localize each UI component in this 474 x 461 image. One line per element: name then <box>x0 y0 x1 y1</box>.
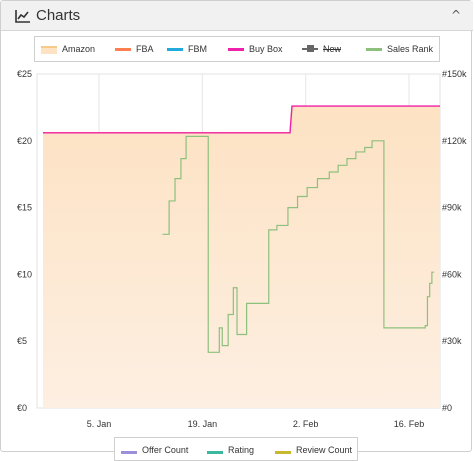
legend-swatch <box>167 48 183 51</box>
legend-label: Rating <box>228 445 255 455</box>
x-tick-label: 2. Feb <box>293 419 319 429</box>
series-sales-rank-line <box>162 135 435 353</box>
legend-marker-icon <box>307 45 314 52</box>
collapse-chevron-icon[interactable]: ^ <box>450 8 461 22</box>
y-left-tick-label: €10 <box>17 269 32 279</box>
y-right-tick-label: #90k <box>442 203 462 213</box>
legend-label: Offer Count <box>142 445 189 455</box>
chart-legend-bottom: Offer Count Rating Review Count <box>114 437 358 461</box>
charts-panel-header[interactable]: Charts ^ <box>1 1 473 31</box>
y-right-tick-label: #150k <box>442 69 467 79</box>
series-amazon-area <box>43 106 440 408</box>
legend-swatch <box>302 45 318 52</box>
y-left-tick-label: €20 <box>17 136 32 146</box>
x-tick-label: 19. Jan <box>188 419 218 429</box>
legend-label: Review Count <box>296 445 353 455</box>
legend-swatch <box>366 48 382 51</box>
y-left-tick-label: €5 <box>17 336 27 346</box>
y-right-tick-label: #120k <box>442 136 467 146</box>
y-right-tick-label: #60k <box>442 269 462 279</box>
chart-legend: Amazon FBA FBM Buy Box New Sales Rank <box>34 36 440 62</box>
legend-swatch <box>228 48 244 51</box>
panel-title: Charts <box>36 7 81 24</box>
legend-swatch <box>275 451 291 454</box>
x-tick-label: 5. Jan <box>87 419 112 429</box>
legend-label: Buy Box <box>249 44 283 54</box>
legend-swatch <box>115 48 131 51</box>
y-right-tick-label: #30k <box>442 336 462 346</box>
legend-label: FBM <box>188 44 207 54</box>
x-tick-label: 16. Feb <box>394 419 425 429</box>
legend-swatch <box>207 451 223 454</box>
series-buy-box-line <box>43 105 440 134</box>
y-right-tick-label: #0 <box>442 403 452 413</box>
legend-label: FBA <box>136 44 154 54</box>
legend-swatch <box>41 46 57 54</box>
legend-swatch <box>121 451 137 454</box>
y-left-tick-label: €0 <box>17 403 27 413</box>
legend-label: New <box>323 44 342 54</box>
y-left-tick-label: €25 <box>17 69 32 79</box>
legend-label: Amazon <box>62 44 96 54</box>
line-chart-icon <box>15 10 30 23</box>
y-left-tick-label: €15 <box>17 203 32 213</box>
price-history-chart: 5. Jan 19. Jan 2. Feb 16. Feb €0 €5 €10 €15 €20 €… <box>17 69 467 429</box>
legend-label: Sales Rank <box>387 44 434 54</box>
